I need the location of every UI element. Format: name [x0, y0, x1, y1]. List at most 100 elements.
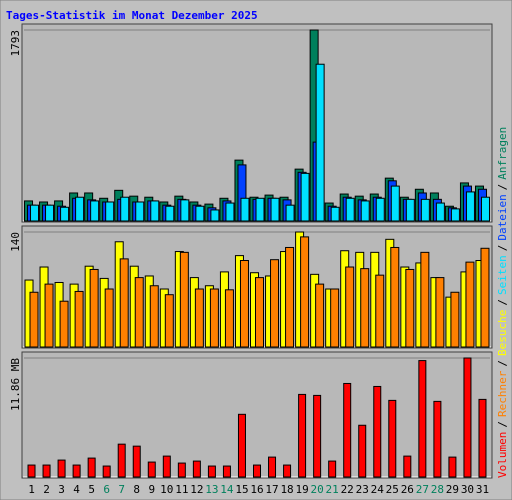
- x-tick-label: 1: [28, 483, 35, 496]
- bar: [162, 455, 171, 478]
- legend: Volumen / Rechner / Besuche / Seiten / Dateien / A…: [496, 127, 509, 478]
- bar: [420, 198, 430, 222]
- x-tick-label: 17: [265, 483, 278, 496]
- bar: [373, 385, 382, 478]
- bar: [390, 246, 400, 348]
- bar: [418, 360, 427, 478]
- bar: [59, 300, 69, 348]
- bar: [164, 294, 174, 348]
- bar: [403, 455, 412, 478]
- bar: [405, 268, 415, 348]
- bar: [330, 288, 340, 348]
- x-tick-label: 26: [401, 483, 414, 496]
- bar: [237, 413, 246, 478]
- bar: [194, 288, 204, 348]
- x-tick-label: 11: [175, 483, 188, 496]
- chart-title: Tages-Statistik im Monat Dezember 2025: [6, 9, 258, 22]
- bar: [132, 445, 141, 478]
- x-tick-label: 21: [326, 483, 339, 496]
- bar: [420, 251, 430, 348]
- bar: [270, 197, 280, 222]
- bar: [117, 443, 126, 478]
- bar: [300, 172, 310, 222]
- bar: [222, 465, 231, 478]
- y-tick-label: 11.86 MB: [9, 358, 22, 411]
- legend-separator: /: [496, 184, 509, 191]
- bar: [270, 259, 280, 348]
- x-tick-label: 19: [295, 483, 308, 496]
- bar: [104, 288, 114, 348]
- bar: [42, 464, 51, 478]
- bar: [358, 424, 367, 478]
- bar: [207, 465, 216, 478]
- bar: [135, 201, 145, 222]
- bar: [209, 288, 219, 348]
- bar: [72, 464, 81, 478]
- bar: [102, 465, 111, 478]
- x-tick-label: 2: [43, 483, 50, 496]
- bar: [90, 200, 100, 222]
- bar: [44, 283, 54, 348]
- x-tick-label: 29: [446, 483, 459, 496]
- bar: [192, 460, 201, 478]
- bar: [239, 260, 249, 348]
- bar: [435, 277, 445, 348]
- bar: [285, 204, 295, 222]
- bar: [435, 202, 445, 222]
- x-tick-label: 13: [205, 483, 218, 496]
- x-tick-label: 20: [311, 483, 324, 496]
- x-tick-label: 25: [386, 483, 399, 496]
- x-tick-label: 6: [103, 483, 110, 496]
- bar: [210, 209, 220, 222]
- bar: [87, 457, 96, 478]
- bar: [405, 198, 415, 222]
- bar: [345, 266, 355, 348]
- legend-entry: Rechner: [496, 370, 509, 417]
- bar: [74, 290, 84, 348]
- bar: [165, 205, 175, 222]
- x-tick-label: 12: [190, 483, 203, 496]
- bar: [360, 200, 370, 222]
- panel: [21, 351, 493, 479]
- bar: [300, 236, 310, 348]
- bar: [450, 208, 460, 222]
- bar: [375, 197, 385, 222]
- x-tick-label: 23: [356, 483, 369, 496]
- legend-entry: Volumen: [496, 432, 509, 478]
- bar: [328, 460, 337, 478]
- x-tick-label: 5: [88, 483, 95, 496]
- x-tick-label: 7: [118, 483, 125, 496]
- legend-separator: /: [496, 360, 509, 367]
- x-tick-label: 18: [280, 483, 293, 496]
- bar: [119, 258, 129, 348]
- bar: [255, 197, 265, 222]
- bar: [390, 185, 400, 222]
- bar: [105, 201, 115, 222]
- legend-separator: /: [496, 421, 509, 428]
- legend-separator: /: [496, 245, 509, 252]
- bar: [345, 197, 355, 222]
- legend-entry: Anfragen: [496, 127, 509, 180]
- bar: [388, 399, 397, 478]
- bar: [240, 197, 250, 222]
- x-tick-label: 8: [133, 483, 140, 496]
- legend-separator: /: [496, 299, 509, 306]
- bar: [283, 464, 292, 478]
- x-tick-label: 15: [235, 483, 248, 496]
- bar: [150, 200, 160, 222]
- legend-entry: Seiten: [496, 255, 509, 295]
- bar: [463, 357, 472, 478]
- bar: [89, 268, 99, 348]
- bar: [60, 206, 70, 222]
- bar: [177, 462, 186, 478]
- bar: [375, 274, 385, 348]
- y-tick-label: 1793: [9, 30, 22, 57]
- bar: [360, 268, 370, 348]
- bar: [450, 291, 460, 348]
- bar: [180, 199, 190, 222]
- bar: [57, 459, 66, 478]
- bar: [45, 204, 55, 222]
- x-tick-label: 27: [416, 483, 429, 496]
- x-tick-label: 28: [431, 483, 444, 496]
